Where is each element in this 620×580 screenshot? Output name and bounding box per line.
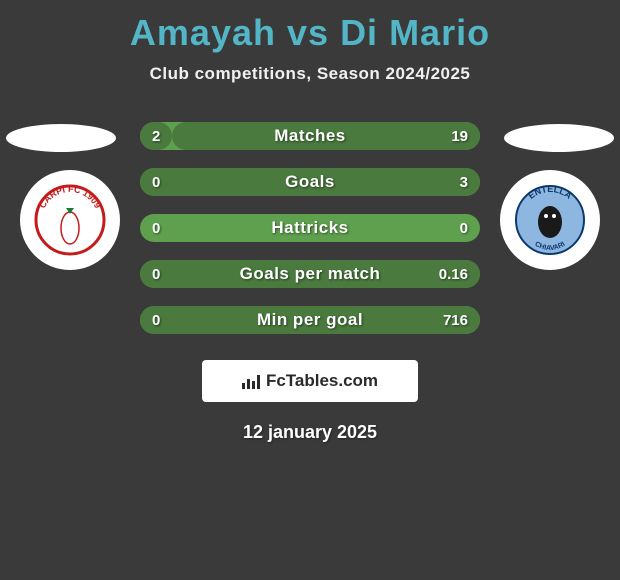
crest-left-icon: CARPI FC 1909 [30, 180, 110, 260]
date-text: 12 january 2025 [0, 422, 620, 443]
stat-row: 0716Min per goal [140, 306, 480, 334]
stat-label: Goals per match [140, 260, 480, 288]
crest-right-inner: ENTELLA CHIAVARI [508, 178, 592, 262]
club-crest-left: CARPI FC 1909 [20, 170, 120, 270]
comparison-card: Amayah vs Di Mario Club competitions, Se… [0, 0, 620, 580]
stat-label: Matches [140, 122, 480, 150]
stat-row: 03Goals [140, 168, 480, 196]
crest-left-inner: CARPI FC 1909 [28, 178, 112, 262]
player-right-name: Di Mario [340, 12, 490, 53]
stat-label: Goals [140, 168, 480, 196]
flag-right [504, 124, 614, 152]
club-crest-right: ENTELLA CHIAVARI [500, 170, 600, 270]
stat-row: 219Matches [140, 122, 480, 150]
vs-text: vs [287, 12, 329, 53]
chart-icon [242, 373, 262, 389]
watermark-text: FcTables.com [266, 371, 378, 391]
stat-label: Min per goal [140, 306, 480, 334]
stat-label: Hattricks [140, 214, 480, 242]
page-title: Amayah vs Di Mario [0, 0, 620, 54]
player-left-name: Amayah [130, 12, 276, 53]
crest-right-icon: ENTELLA CHIAVARI [510, 180, 590, 260]
stat-row: 00.16Goals per match [140, 260, 480, 288]
subtitle: Club competitions, Season 2024/2025 [0, 64, 620, 84]
watermark: FcTables.com [202, 360, 418, 402]
flag-left [6, 124, 116, 152]
stat-row: 00Hattricks [140, 214, 480, 242]
